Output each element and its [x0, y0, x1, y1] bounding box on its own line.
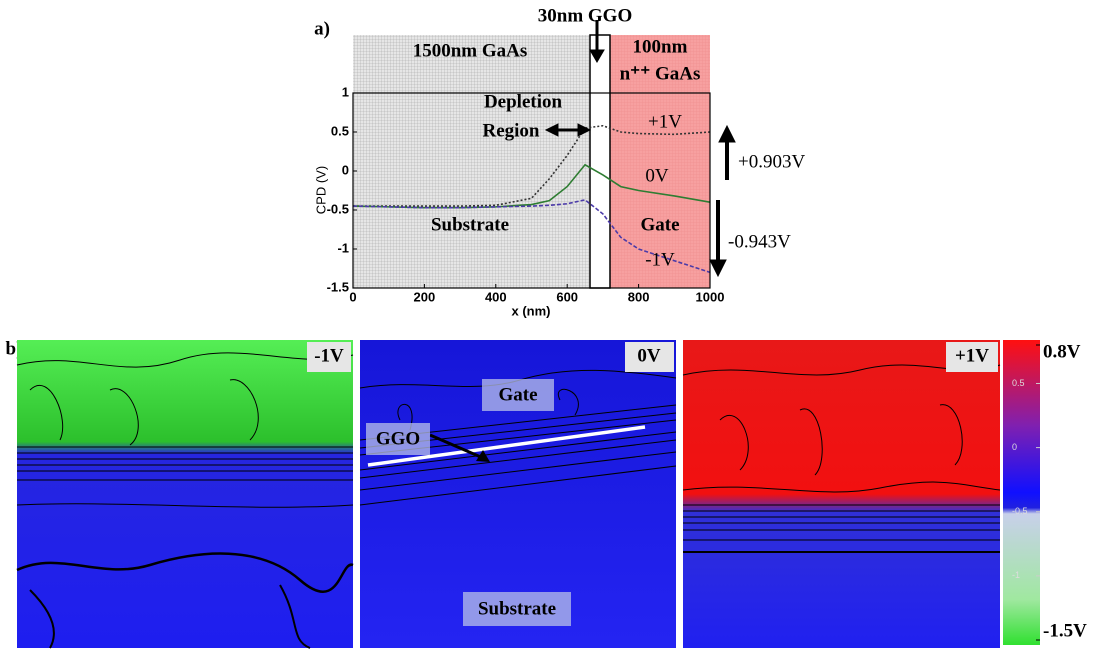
colorbar-tick-label: 0.5 [1012, 378, 1025, 388]
series-label: 0V [645, 165, 669, 186]
y-tick-label: 0.5 [331, 123, 349, 138]
y-tick-label: -0.5 [327, 201, 349, 216]
oxide-region [590, 35, 610, 288]
colorbar-tick-label: -0.5 [1012, 506, 1028, 516]
colorbar-tick-label: -1 [1012, 570, 1020, 580]
annotation: 1500nm GaAs [413, 40, 528, 61]
annotation: Gate [498, 384, 537, 405]
x-axis-label: x (nm) [512, 303, 551, 318]
series-label: +1V [648, 111, 682, 132]
y-tick-label: 0 [342, 162, 349, 177]
x-tick-label: 400 [485, 289, 507, 304]
annotation: -0.943V [728, 231, 791, 252]
annotation: Substrate [478, 598, 556, 619]
annotation: +0.903V [738, 151, 805, 172]
series-label: -1V [645, 249, 675, 270]
image [17, 340, 353, 648]
annotation: 100nm [633, 36, 688, 57]
image-label: -1V [314, 345, 344, 366]
annotation: 30nm GGO [538, 5, 632, 26]
y-tick-label: -1.5 [327, 279, 349, 294]
annotation: Substrate [431, 214, 509, 235]
panel-label: a) [314, 18, 330, 39]
x-tick-label: 600 [556, 289, 578, 304]
image [683, 340, 1000, 648]
x-tick-label: 200 [414, 289, 436, 304]
image-label: +1V [955, 345, 989, 366]
x-tick-label: 0 [349, 289, 356, 304]
annotation: Depletion [484, 91, 563, 112]
figure: a) 30nm GGO 1500nm GaAs 100nm n⁺⁺ GaAs D… [0, 0, 1106, 649]
x-tick-label: 800 [628, 289, 650, 304]
y-tick-label: -1 [337, 240, 349, 255]
substrate-region [353, 35, 590, 288]
annotation: GGO [376, 428, 420, 449]
x-tick-label: 1000 [696, 289, 725, 304]
colorbar-label: -1.5V [1043, 620, 1087, 641]
colorbar-tick-label: 0 [1012, 442, 1017, 452]
annotation: n⁺⁺ GaAs [620, 63, 701, 84]
annotation: Gate [640, 214, 679, 235]
image-label: 0V [637, 345, 661, 366]
y-tick-label: 1 [342, 84, 349, 99]
annotation: Region [483, 120, 540, 141]
colorbar-label: 0.8V [1043, 341, 1081, 362]
